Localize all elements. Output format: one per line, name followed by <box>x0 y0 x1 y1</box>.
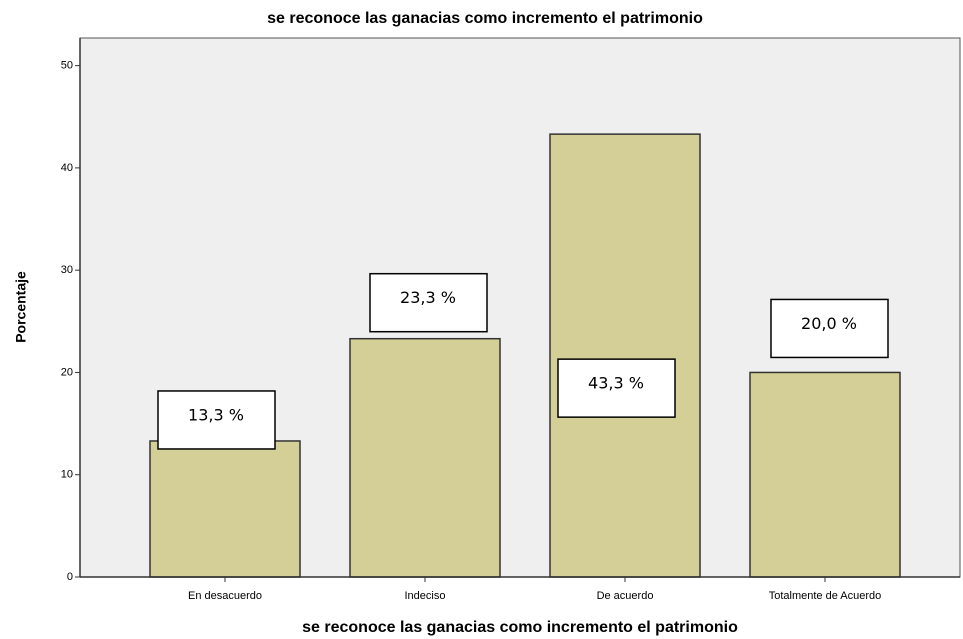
y-tick-label: 50 <box>61 60 73 72</box>
value-label: 23,3 % <box>400 288 456 307</box>
x-tick-label: Totalmente de Acuerdo <box>769 590 882 602</box>
x-tick-label: De acuerdo <box>597 590 654 602</box>
value-label: 43,3 % <box>588 374 644 393</box>
x-axis-title: se reconoce las ganacias como incremento… <box>302 619 738 636</box>
y-tick-label: 30 <box>61 264 73 276</box>
bar <box>349 337 501 578</box>
label-box <box>157 390 276 450</box>
y-tick-label: 40 <box>61 162 73 174</box>
bar <box>549 133 701 578</box>
bar <box>749 371 901 578</box>
label-box <box>369 272 488 333</box>
x-tick-label: Indeciso <box>405 590 446 602</box>
y-axis-title: Porcentaje <box>13 271 29 343</box>
y-tick-label: 20 <box>61 366 73 378</box>
label-box <box>557 358 676 418</box>
chart-title: se reconoce las ganacias como incremento… <box>267 10 703 27</box>
label-box <box>770 298 889 359</box>
value-label: 13,3 % <box>188 405 244 424</box>
value-label: 20,0 % <box>801 314 857 333</box>
bar <box>149 440 301 578</box>
y-tick-label: 10 <box>61 469 73 481</box>
x-tick-label: En desacuerdo <box>188 590 262 602</box>
y-tick-label: 0 <box>67 571 73 583</box>
